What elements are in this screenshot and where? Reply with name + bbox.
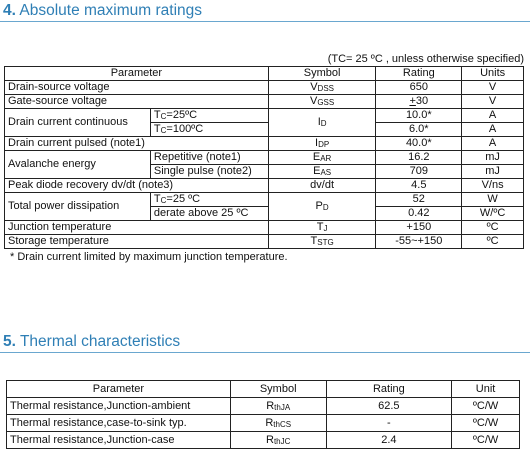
section-4-title: 4. Absolute maximum ratings	[3, 2, 202, 20]
table-row: Thermal resistance,case-to-sink typ. Rth…	[6, 414, 520, 432]
section-5-title-text: Thermal characteristics	[19, 333, 181, 350]
condition-cell: TC=25 ºC	[149, 192, 269, 207]
symbol-cell: VGSS	[267, 94, 377, 109]
table-row: Drain-source voltage VDSS 650 V	[4, 80, 524, 95]
section-5-title: 5. Thermal characteristics	[3, 333, 180, 351]
param-cell: Total power dissipation	[4, 192, 151, 221]
table-row: Gate-source voltage VGSS +30 V	[4, 94, 524, 109]
symbol-cell: dv/dt	[267, 178, 377, 193]
symbol-cell: EAS	[267, 164, 377, 179]
unit-cell: ºC/W	[451, 414, 520, 432]
condition-cell: TC=100ºC	[149, 122, 269, 137]
section-4-title-text: Absolute maximum ratings	[19, 2, 203, 19]
rating-cell: 4.5	[375, 178, 463, 193]
rating-cell: 650	[375, 80, 463, 95]
header-parameter: Parameter	[4, 66, 269, 81]
symbol-cell: RthJA	[229, 397, 327, 415]
param-cell: Drain current pulsed (note1)	[4, 136, 269, 151]
rating-cell: 10.0*	[375, 108, 463, 123]
unit-cell: ºC/W	[451, 431, 520, 449]
unit-cell: V	[461, 80, 524, 95]
table-header-row: Parameter Symbol Rating Units	[4, 66, 524, 81]
rating-cell: -55~+150	[375, 234, 463, 249]
param-cell: Avalanche energy	[4, 150, 151, 179]
table-header-row: Parameter Symbol Rating Unit	[6, 380, 520, 398]
section-4-number: 4.	[3, 2, 16, 19]
table-row: Peak diode recovery dv/dt (note3) dv/dt …	[4, 178, 524, 193]
symbol-cell: IDP	[267, 136, 377, 151]
symbol-cell: PD	[267, 192, 377, 221]
symbol-cell: ID	[267, 108, 377, 137]
table-row: Storage temperature TSTG -55~+150 ºC	[4, 234, 524, 249]
unit-cell: V	[461, 94, 524, 109]
thermal-characteristics-table: Parameter Symbol Rating Unit Thermal res…	[6, 380, 520, 449]
param-cell: Thermal resistance,Junction-ambient	[6, 397, 231, 415]
unit-cell: A	[461, 136, 524, 151]
condition-cell: Repetitive (note1)	[149, 150, 269, 165]
rating-cell: -	[325, 414, 453, 432]
test-condition-note: (TC= 25 ºC , unless otherwise specified)	[327, 53, 524, 65]
unit-cell: mJ	[461, 164, 524, 179]
param-cell: Gate-source voltage	[4, 94, 269, 109]
table-row: Total power dissipation TC=25 ºC PD 52 W	[4, 192, 524, 221]
section-5-number: 5.	[3, 333, 16, 350]
absolute-max-ratings-table: Parameter Symbol Rating Units Drain-sour…	[4, 66, 524, 249]
rating-cell: 52	[375, 192, 463, 207]
table-row: TC=100ºC 6.0* A	[5, 122, 524, 137]
unit-cell: ºC	[461, 220, 524, 235]
table-row: Junction temperature TJ +150 ºC	[4, 220, 524, 235]
symbol-cell: RthCS	[229, 414, 327, 432]
unit-cell: W	[461, 192, 524, 207]
table-row: Thermal resistance,Junction-case RthJC 2…	[6, 431, 520, 449]
unit-cell: A	[461, 122, 524, 137]
unit-cell: mJ	[461, 150, 524, 165]
param-cell: Thermal resistance,case-to-sink typ.	[6, 414, 231, 432]
param-cell: Thermal resistance,Junction-case	[6, 431, 231, 449]
param-cell: Drain-source voltage	[4, 80, 269, 95]
unit-cell: V/ns	[461, 178, 524, 193]
rating-cell: 40.0*	[375, 136, 463, 151]
table-row: Drain current continuous TC=25ºC ID 10.0…	[4, 108, 524, 137]
header-parameter: Parameter	[6, 380, 231, 398]
rating-cell: 62.5	[325, 397, 453, 415]
symbol-cell: EAR	[267, 150, 377, 165]
footnote: * Drain current limited by maximum junct…	[10, 251, 288, 263]
unit-cell: ºC	[461, 234, 524, 249]
condition-cell: TC=25ºC	[149, 108, 269, 123]
condition-cell: derate above 25 ºC	[149, 206, 269, 221]
table-row: derate above 25 ºC 0.42 W/ºC	[5, 206, 524, 221]
table-row: Drain current pulsed (note1) IDP 40.0* A	[4, 136, 524, 151]
section-4-rule	[0, 21, 530, 22]
table-row: Avalanche energy Repetitive (note1) EAR …	[4, 150, 524, 179]
rating-cell: 16.2	[375, 150, 463, 165]
param-cell: Junction temperature	[4, 220, 269, 235]
table-row: Thermal resistance,Junction-ambient RthJ…	[6, 397, 520, 415]
rating-cell: +150	[375, 220, 463, 235]
unit-cell: W/ºC	[461, 206, 524, 221]
symbol-cell: TSTG	[267, 234, 377, 249]
rating-cell: 2.4	[325, 431, 453, 449]
header-rating: Rating	[325, 380, 453, 398]
symbol-cell: VDSS	[267, 80, 377, 95]
table-row: Single pulse (note2) EAS 709 mJ	[5, 164, 524, 179]
param-cell: Drain current continuous	[4, 108, 151, 137]
header-units: Units	[461, 66, 524, 81]
unit-cell: ºC/W	[451, 397, 520, 415]
header-rating: Rating	[375, 66, 463, 81]
header-unit: Unit	[451, 380, 520, 398]
rating-cell: 709	[375, 164, 463, 179]
condition-cell: Single pulse (note2)	[149, 164, 269, 179]
param-cell: Peak diode recovery dv/dt (note3)	[4, 178, 269, 193]
rating-cell: 6.0*	[375, 122, 463, 137]
rating-cell: +30	[375, 94, 463, 109]
symbol-cell: TJ	[267, 220, 377, 235]
symbol-cell: RthJC	[229, 431, 327, 449]
unit-cell: A	[461, 108, 524, 123]
rating-cell: 0.42	[375, 206, 463, 221]
header-symbol: Symbol	[267, 66, 377, 81]
param-cell: Storage temperature	[4, 234, 269, 249]
section-5-rule	[0, 352, 530, 353]
header-symbol: Symbol	[229, 380, 327, 398]
